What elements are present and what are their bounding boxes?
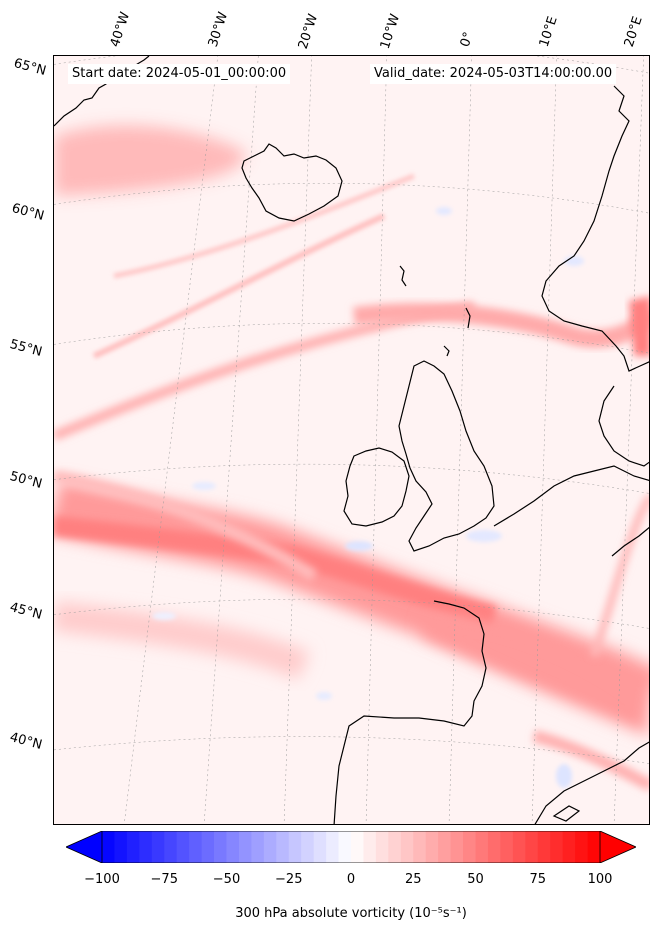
colorbar-tick-label: 75 — [529, 872, 547, 887]
colorbar-cell — [512, 831, 526, 863]
colorbar-cell — [226, 831, 240, 863]
africa-coast — [534, 741, 649, 824]
longitude-label: 30°W — [205, 10, 232, 49]
colorbar-cell — [251, 831, 265, 863]
colorbar-cell — [313, 831, 327, 863]
colorbar-min-extend — [66, 831, 103, 863]
colorbar-max-extend — [599, 831, 636, 863]
denmark-coast — [598, 385, 649, 467]
longitude-label: 10°W — [377, 12, 404, 51]
latitude-label: 45°N — [8, 600, 44, 623]
colorbar-cell — [525, 831, 539, 863]
scandinavia-coast — [541, 85, 649, 372]
colorbar-label: 300 hPa absolute vorticity (10⁻⁵s⁻¹) — [235, 906, 467, 921]
colorbar-cell — [575, 831, 588, 863]
longitude-label: 0° — [457, 30, 477, 49]
colorbar-tick-label: −25 — [275, 872, 303, 887]
colorbar-cell — [176, 831, 190, 863]
latitude-label: 50°N — [8, 469, 44, 492]
valid-date-label: Valid_date: 2024-05-03T14:00:00.00 — [370, 64, 617, 84]
colorbar-tick-label: 100 — [587, 872, 613, 887]
colorbar-cell — [413, 831, 427, 863]
colorbar-frame — [101, 831, 601, 863]
colorbar-cell — [500, 831, 514, 863]
colorbar-cell — [126, 831, 140, 863]
colorbar-cell — [276, 831, 290, 863]
colorbar-tick-label: 25 — [404, 872, 422, 887]
colorbar-cell — [214, 831, 227, 863]
longitude-label: 40°W — [107, 10, 134, 49]
colorbar-cell — [238, 831, 252, 863]
colorbar-cell — [450, 831, 464, 863]
colorbar-cell — [375, 831, 389, 863]
colorbar-cell — [363, 831, 377, 863]
colorbar-cell — [201, 831, 215, 863]
colorbar-cell — [425, 831, 439, 863]
great-britain-coast — [398, 360, 495, 552]
colorbar-tick-label: −50 — [212, 872, 241, 887]
iceland-coast — [241, 143, 343, 222]
colorbar-cell — [151, 831, 165, 863]
colorbar-cell — [400, 831, 414, 863]
colorbar-cell — [550, 831, 564, 863]
colorbar-cell — [189, 831, 202, 863]
colorbar-cell — [438, 831, 451, 863]
ireland-coast — [343, 447, 410, 527]
vorticity-field — [54, 125, 649, 792]
colorbar-cell — [587, 831, 601, 863]
colorbar-cell — [139, 831, 153, 863]
colorbar-cell — [487, 831, 501, 863]
colorbar-tick-label: −100 — [84, 872, 120, 887]
colorbar-tick-label: 50 — [467, 872, 484, 887]
colorbar-cell — [463, 831, 476, 863]
latitude-label: 65°N — [12, 56, 48, 79]
colorbar-cell — [562, 831, 576, 863]
colorbar-cell — [301, 831, 315, 863]
colorbar-cells — [102, 831, 601, 863]
colorbar-cell — [288, 831, 302, 863]
longitude-label: 20°E — [621, 14, 646, 50]
colorbar-cell — [326, 831, 339, 863]
colorbar-cell — [263, 831, 277, 863]
latitude-label: 55°N — [8, 337, 44, 360]
colorbar-cell — [351, 831, 364, 863]
colorbar-tick-label: −75 — [150, 872, 178, 887]
latitude-label: 40°N — [8, 730, 44, 753]
colorbar-cell — [388, 831, 402, 863]
colorbar-cell — [102, 831, 115, 863]
continent-coast — [333, 465, 649, 824]
longitude-label: 10°E — [536, 14, 561, 50]
colorbar-cell — [475, 831, 489, 863]
colorbar — [66, 831, 636, 863]
coastlines — [54, 56, 649, 824]
colorbar-cell — [164, 831, 178, 863]
graticule — [54, 56, 649, 824]
longitude-label: 20°W — [295, 12, 322, 51]
start-date-label: Start date: 2024-05-01_00:00:00 — [68, 64, 291, 84]
map-panel — [53, 55, 650, 825]
colorbar-tick-label: 0 — [346, 872, 356, 887]
colorbar-cell — [114, 831, 128, 863]
vorticity-map — [54, 56, 649, 824]
colorbar-cell — [338, 831, 352, 863]
latitude-label: 60°N — [10, 201, 46, 224]
colorbar-cell — [537, 831, 551, 863]
